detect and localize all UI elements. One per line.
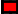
0 kV [8,2,9,3]
16 kV [12,13,13,14]
